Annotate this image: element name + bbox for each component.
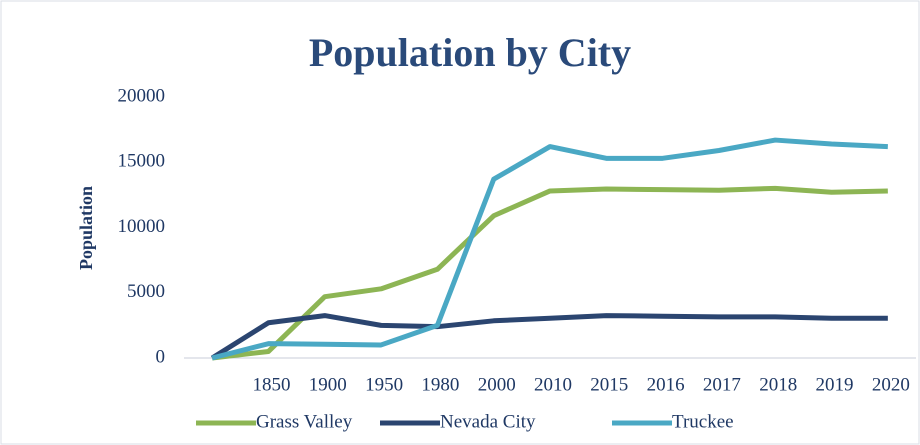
series-line	[211, 185, 888, 361]
x-tick-label: 1950	[365, 374, 403, 395]
x-tick-label: 1900	[309, 374, 347, 395]
y-axis-title: Population	[76, 186, 96, 270]
legend-label: Nevada City	[440, 411, 536, 432]
y-tick-label: 5000	[127, 281, 165, 302]
y-tick-label: 15000	[118, 151, 166, 172]
y-tick-label: 10000	[118, 216, 166, 237]
x-tick-label: 2015	[590, 374, 628, 395]
x-tick-label: 2018	[759, 374, 797, 395]
series-line	[211, 137, 888, 361]
legend-label: Grass Valley	[256, 411, 353, 432]
x-tick-label: 2010	[534, 374, 572, 395]
y-tick-label: 20000	[118, 85, 166, 106]
x-tick-label: 2000	[478, 374, 516, 395]
x-tick-label: 2019	[816, 374, 854, 395]
legend-label: Truckee	[672, 411, 734, 432]
x-tick-label: 1980	[421, 374, 459, 395]
x-tick-label: 2017	[703, 374, 741, 395]
x-tick-label: 2020	[872, 374, 910, 395]
series-line	[210, 313, 888, 361]
x-tick-label: 1850	[252, 374, 290, 395]
y-tick-label: 0	[156, 346, 166, 367]
chart-title: Population by City	[309, 30, 631, 75]
x-tick-label: 2016	[647, 374, 685, 395]
